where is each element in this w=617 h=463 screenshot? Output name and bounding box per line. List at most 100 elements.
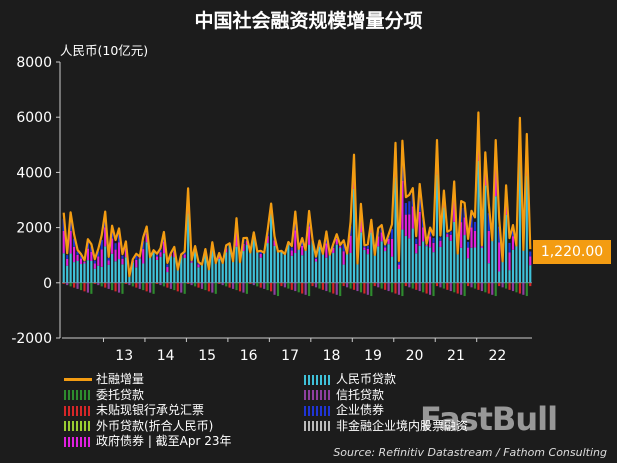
gov-bond-bar: [245, 241, 248, 245]
loan-bar: [155, 259, 159, 283]
loan-bar: [442, 207, 445, 283]
gov-bond-bar: [446, 234, 449, 237]
loan-bar: [90, 260, 93, 283]
negative-component-bar: [100, 282, 103, 287]
legend-swatch: [64, 378, 92, 381]
negative-component-bar: [197, 282, 200, 288]
loan-bar: [238, 262, 242, 283]
gov-bond-bar: [397, 264, 401, 269]
gov-bond-bar: [93, 263, 96, 269]
gov-bond-bar: [62, 230, 65, 254]
loan-bar: [79, 264, 83, 283]
gov-bond-bar: [162, 241, 166, 254]
loan-bar: [446, 236, 449, 283]
loan-bar: [463, 235, 466, 283]
loan-bar: [394, 177, 397, 283]
negative-component-bar: [93, 282, 96, 284]
negative-component-bar: [384, 282, 387, 290]
corp-bond-bar: [439, 237, 442, 241]
negative-component-bar: [318, 282, 321, 289]
gov-bond-bar: [155, 256, 159, 260]
corp-bond-bar: [408, 201, 411, 215]
negative-component-bar: [276, 282, 280, 297]
negative-component-bar: [145, 282, 148, 292]
loan-bar: [245, 244, 248, 283]
negative-component-bar: [308, 282, 311, 297]
negative-component-bar: [332, 282, 335, 294]
legend-swatch: [64, 436, 92, 447]
negative-component-bar: [138, 282, 141, 289]
gov-bond-bar: [432, 242, 435, 253]
negative-component-bar: [280, 282, 283, 287]
legend-swatch: [304, 390, 332, 400]
negative-component-bar: [263, 282, 266, 289]
gov-bond-bar: [463, 217, 466, 236]
loan-bar: [311, 240, 314, 283]
gov-bond-bar: [173, 251, 176, 258]
last-value-label: 1,220.00: [533, 240, 611, 264]
loan-bar: [242, 251, 245, 283]
negative-component-bar: [349, 282, 352, 289]
loan-bar: [62, 253, 65, 283]
negative-component-bar: [211, 282, 214, 293]
negative-component-bar: [432, 282, 435, 297]
negative-component-bar: [356, 282, 359, 292]
negative-component-bar: [297, 282, 300, 293]
loan-bar: [225, 252, 228, 283]
loan-bar: [297, 249, 300, 283]
negative-component-bar: [228, 282, 231, 288]
gov-bond-bar: [314, 258, 318, 262]
negative-component-bar: [149, 282, 152, 293]
gov-bond-bar: [453, 199, 456, 222]
corp-bond-bar: [159, 249, 162, 253]
negative-component-bar: [328, 282, 331, 293]
gov-bond-bar: [138, 257, 141, 259]
gov-bond-bar: [494, 165, 497, 197]
negative-component-bar: [380, 282, 383, 289]
corp-bond-bar: [428, 230, 432, 237]
negative-component-bar: [435, 282, 439, 287]
gov-bond-bar: [460, 222, 463, 248]
legend-swatch: [64, 405, 92, 416]
corp-bond-bar: [529, 251, 532, 257]
negative-component-bar: [401, 282, 404, 297]
gov-bond-bar: [69, 230, 72, 254]
loan-bar: [397, 269, 401, 283]
negative-component-bar: [370, 282, 373, 297]
gov-bond-bar: [79, 258, 83, 265]
y-tick-label: 2000: [16, 221, 52, 237]
loan-bar: [418, 245, 421, 283]
loan-bar: [169, 256, 172, 283]
gov-bond-bar: [190, 261, 193, 263]
negative-component-bar: [225, 282, 228, 287]
loan-bar: [197, 267, 200, 283]
corp-bond-bar: [470, 216, 473, 228]
loan-bar: [525, 175, 528, 283]
gov-bond-bar: [266, 236, 269, 244]
loan-bar: [380, 241, 383, 283]
loan-bar: [166, 272, 169, 283]
negative-component-bar: [204, 282, 207, 291]
loan-bar: [276, 251, 280, 283]
negative-component-bar: [83, 282, 86, 292]
x-tick-label: 21: [447, 348, 465, 364]
x-tick-label: 22: [489, 348, 507, 364]
loan-bar: [135, 267, 138, 283]
negative-component-bar: [193, 282, 197, 287]
negative-component-bar: [128, 282, 131, 286]
loan-bar: [411, 228, 414, 283]
legend-label: 人民币贷款: [336, 372, 397, 386]
legend-label: 政府债券 | 截至Apr 23年: [96, 434, 232, 448]
negative-component-bar: [314, 282, 318, 288]
gov-bond-bar: [508, 252, 511, 271]
negative-component-bar: [235, 282, 238, 291]
loan-bar: [484, 185, 487, 283]
gov-bond-bar: [166, 267, 169, 273]
loan-bar: [346, 253, 349, 283]
legend-item: 未贴现银行承兑汇票: [64, 403, 204, 419]
loan-bar: [173, 257, 176, 283]
negative-component-bar: [460, 282, 463, 295]
corp-bond-bar: [404, 203, 407, 215]
loan-bar: [370, 232, 373, 283]
